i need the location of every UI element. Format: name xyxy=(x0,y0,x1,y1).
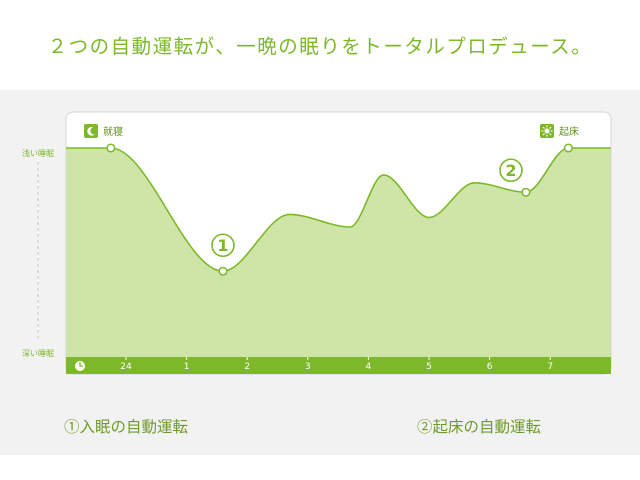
x-tick-label: 2 xyxy=(244,362,250,372)
sleep-marker: 就寝 xyxy=(84,124,123,138)
annotations: 12 xyxy=(211,158,523,258)
data-point xyxy=(218,266,228,276)
x-axis-bar-corners xyxy=(66,366,611,374)
x-tick-label: 6 xyxy=(487,362,493,372)
x-tick-label: 1 xyxy=(184,362,190,372)
sleep-area xyxy=(66,148,611,357)
x-ticks: 24 1 2 3 4 5 6 7 xyxy=(120,357,553,372)
annotation-number: 1 xyxy=(217,236,228,255)
wake-label: 起床 xyxy=(559,125,579,138)
x-tick-label: 24 xyxy=(120,362,132,372)
x-tick-label: 7 xyxy=(547,362,553,372)
x-tick-label: 3 xyxy=(305,362,311,372)
x-tick-label: 4 xyxy=(366,362,372,372)
data-point xyxy=(106,143,116,153)
data-point xyxy=(563,143,573,153)
annotation-circle xyxy=(211,233,235,258)
moon-icon xyxy=(84,124,98,138)
annotation-circle xyxy=(499,158,523,183)
caption-wake-up: ②起床の自動運転 xyxy=(417,418,542,436)
x-tick-label: 5 xyxy=(426,362,432,372)
headline: ２つの自動運転が、一晩の眠りをトータルプロデュース。 xyxy=(47,35,593,58)
y-label-bottom: 深い睡眠 xyxy=(22,349,54,358)
clock-icon xyxy=(75,361,85,371)
sleep-label: 就寝 xyxy=(103,125,123,138)
data-point xyxy=(521,187,531,197)
caption-sleep-onset: ①入眠の自動運転 xyxy=(64,418,189,436)
annotation-number: 2 xyxy=(505,161,516,180)
wake-marker: 起床 xyxy=(540,124,579,138)
data-points xyxy=(106,143,573,276)
y-label-top: 浅い睡眠 xyxy=(22,148,54,158)
